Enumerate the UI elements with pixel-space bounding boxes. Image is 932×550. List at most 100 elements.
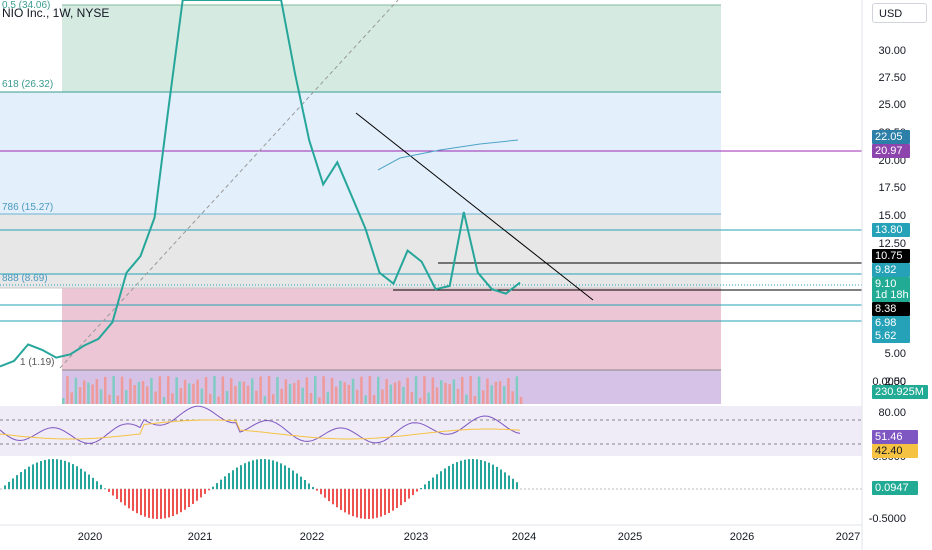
time-tick: 2024 xyxy=(511,531,537,543)
time-tick: 2023 xyxy=(403,531,429,543)
histogram-bar xyxy=(148,489,150,518)
volume-bar xyxy=(192,383,195,404)
histogram-bar xyxy=(388,489,390,513)
volume-bar xyxy=(343,382,346,404)
histogram-bar xyxy=(472,459,474,489)
histogram-bar xyxy=(40,461,42,489)
volume-bar xyxy=(154,391,157,404)
histogram-bar xyxy=(316,489,318,491)
histogram-bar xyxy=(188,489,190,507)
histogram-bar xyxy=(280,463,282,489)
histogram-bar xyxy=(516,482,518,489)
histogram-bar xyxy=(420,487,422,489)
volume-bar xyxy=(402,386,405,404)
histogram-bar xyxy=(72,464,74,489)
volume-bar xyxy=(188,383,191,404)
volume-bar xyxy=(456,389,460,404)
volume-bar xyxy=(461,376,464,404)
histogram-bar xyxy=(80,468,82,489)
volume-bar xyxy=(213,376,216,404)
histogram-bar xyxy=(380,489,382,517)
volume-bar xyxy=(305,377,309,404)
volume-bar xyxy=(326,391,330,404)
histogram-bar xyxy=(296,473,298,489)
histogram-bar xyxy=(232,470,234,489)
histogram-bar xyxy=(404,489,406,502)
volume-bar xyxy=(162,397,166,404)
rsi-series xyxy=(0,405,521,444)
histogram-bar xyxy=(328,489,330,502)
volume-bar xyxy=(259,376,262,404)
histogram-bar xyxy=(264,459,266,489)
volume-bar xyxy=(91,384,94,404)
histogram-bars xyxy=(4,459,518,519)
volume-bar xyxy=(398,380,401,404)
price-tick: 17.50 xyxy=(878,182,906,194)
volume-bar xyxy=(448,384,451,404)
histogram-bar xyxy=(292,470,294,489)
volume-bar xyxy=(196,379,199,404)
volume-bar xyxy=(297,380,300,404)
volume-bar xyxy=(267,376,271,404)
volume-bar xyxy=(381,389,384,404)
histogram-bar xyxy=(104,488,106,489)
indicator-tick: -0.5000 xyxy=(868,513,906,525)
histogram-bar xyxy=(116,489,118,499)
histogram-bar xyxy=(444,468,446,489)
price-tag: 5.62 xyxy=(872,329,910,343)
price-tick: 15.00 xyxy=(878,210,906,222)
volume-bar xyxy=(87,382,90,404)
histogram-bar xyxy=(96,481,98,489)
histogram-bar xyxy=(384,489,386,515)
histogram-bar xyxy=(212,486,214,489)
price-tag: 10.75 xyxy=(872,249,910,263)
indicator-tag: 42.40 xyxy=(872,444,918,458)
volume-bar xyxy=(477,376,481,404)
histogram-bar xyxy=(304,479,306,489)
time-tick: 2020 xyxy=(77,531,103,543)
histogram-bar xyxy=(228,473,230,489)
volume-bar xyxy=(519,396,523,404)
histogram-bar xyxy=(432,477,434,489)
volume-bar xyxy=(238,381,241,404)
histogram-bar xyxy=(144,489,146,517)
volume-bar xyxy=(272,394,275,404)
volume-bar xyxy=(330,377,334,404)
histogram-bar xyxy=(108,489,110,492)
volume-bar xyxy=(225,390,229,404)
volume-bar xyxy=(183,379,187,404)
histogram-bar xyxy=(340,489,342,510)
histogram-bar xyxy=(224,476,226,489)
volume-bar xyxy=(494,381,498,404)
histogram-bar xyxy=(32,464,34,489)
histogram-bar xyxy=(20,472,22,489)
histogram-bar xyxy=(236,467,238,489)
histogram-bar xyxy=(500,469,502,489)
histogram-bar xyxy=(452,463,454,489)
histogram-bar xyxy=(76,466,78,489)
histogram-bar xyxy=(288,467,290,489)
volume-bar xyxy=(339,380,342,404)
volume-bar xyxy=(452,379,456,404)
volume-bar xyxy=(444,382,447,404)
histogram-bar xyxy=(504,472,506,489)
price-tick: 27.50 xyxy=(878,72,906,84)
histogram-bar xyxy=(436,474,438,489)
histogram-bar xyxy=(348,489,350,515)
histogram-bar xyxy=(456,462,458,489)
volume-bar xyxy=(78,387,82,404)
volume-bar xyxy=(175,377,178,404)
histogram-bar xyxy=(12,478,14,489)
volume-bar xyxy=(209,393,212,404)
time-tick: 2021 xyxy=(187,531,213,543)
volume-bar xyxy=(431,377,435,404)
fib-label: 0.5 (34.06) xyxy=(2,0,51,11)
histogram-bar xyxy=(356,489,358,518)
histogram-bar xyxy=(112,489,114,496)
volume-bar xyxy=(95,379,99,404)
currency-button[interactable]: USD xyxy=(872,3,927,23)
histogram-bar xyxy=(480,460,482,489)
price-series xyxy=(0,0,521,368)
histogram-bar xyxy=(92,477,94,489)
